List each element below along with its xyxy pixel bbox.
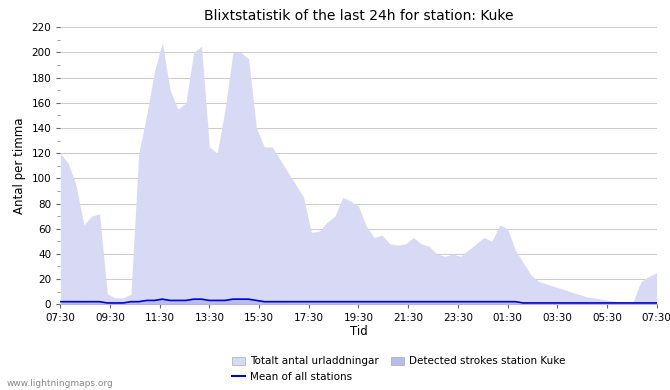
Text: www.lightningmaps.org: www.lightningmaps.org	[7, 379, 113, 388]
Y-axis label: Antal per timma: Antal per timma	[13, 117, 26, 214]
Title: Blixtstatistik of the last 24h for station: Kuke: Blixtstatistik of the last 24h for stati…	[204, 9, 513, 23]
X-axis label: Tid: Tid	[350, 324, 367, 338]
Legend: Totalt antal urladdningar, Mean of all stations, Detected strokes station Kuke: Totalt antal urladdningar, Mean of all s…	[232, 356, 565, 382]
